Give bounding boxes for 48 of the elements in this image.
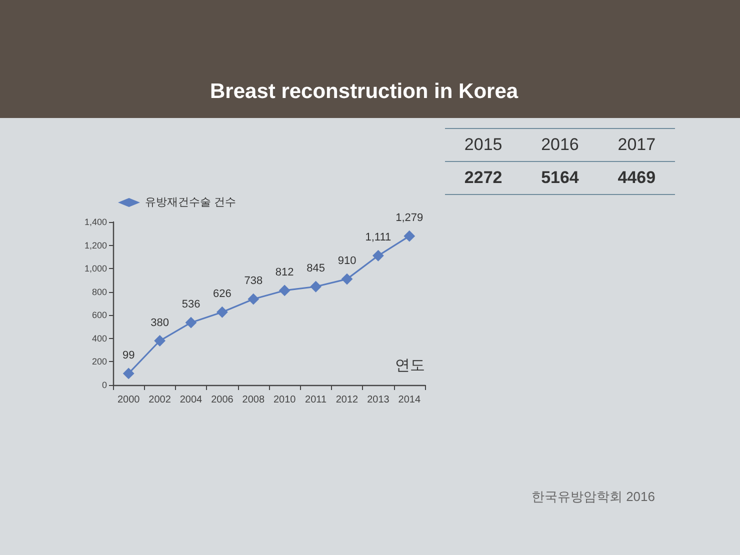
point <box>404 230 415 242</box>
x-tick-label: 2004 <box>180 394 203 406</box>
legend-label: 유방재건수술 건수 <box>145 196 236 208</box>
y-tick-label: 1,400 <box>84 217 107 227</box>
category-label: 2015 <box>445 128 522 162</box>
y-tick-label: 1,200 <box>84 240 107 250</box>
category-label: 2017 <box>598 128 675 162</box>
point <box>216 306 228 318</box>
data-label: 812 <box>275 266 294 278</box>
point <box>154 335 166 346</box>
data-label: 738 <box>244 275 263 288</box>
x-tick-label: 2011 <box>305 394 327 406</box>
x-tick-label: 2014 <box>398 394 421 406</box>
data-label: 5164 <box>522 162 598 194</box>
x-tick-label: 2002 <box>148 394 172 406</box>
point <box>248 294 259 305</box>
y-tick-label: 400 <box>92 333 107 344</box>
x-tick-label: 2010 <box>273 394 296 406</box>
point <box>372 250 384 262</box>
chart-title: Breast reconstruction in Korea <box>210 80 518 103</box>
data-label: 910 <box>338 255 356 268</box>
data-label: 380 <box>150 316 169 329</box>
y-tick-label: 0 <box>102 380 107 390</box>
data-label: 4469 <box>598 162 675 194</box>
data-label: 2272 <box>445 162 522 194</box>
point <box>310 281 322 292</box>
data-label: 1,279 <box>396 212 424 224</box>
data-label: 99 <box>122 349 135 362</box>
x-tick-label: 2013 <box>367 394 390 406</box>
y-tick-label: 1,000 <box>84 264 107 274</box>
data-label: 845 <box>306 262 325 275</box>
x-tick-label: 2012 <box>336 394 359 406</box>
x-tick-label: 2006 <box>211 394 234 406</box>
text: 한국유방암학회 2016 <box>531 489 656 504</box>
data-label: 626 <box>213 288 232 300</box>
category-label: 2016 <box>522 128 598 162</box>
point <box>279 284 290 296</box>
x-tick-label: 2000 <box>117 394 140 406</box>
point <box>186 317 196 328</box>
point <box>342 274 352 285</box>
y-tick-label: 200 <box>92 356 107 367</box>
data-label: 1,111 <box>365 232 392 244</box>
y-tick-label: 800 <box>92 286 107 297</box>
x-axis-title: 연도 <box>395 357 425 374</box>
data-label: 536 <box>182 298 200 311</box>
y-tick-label: 600 <box>92 310 107 320</box>
point <box>123 368 134 379</box>
x-tick-label: 2008 <box>242 394 265 406</box>
